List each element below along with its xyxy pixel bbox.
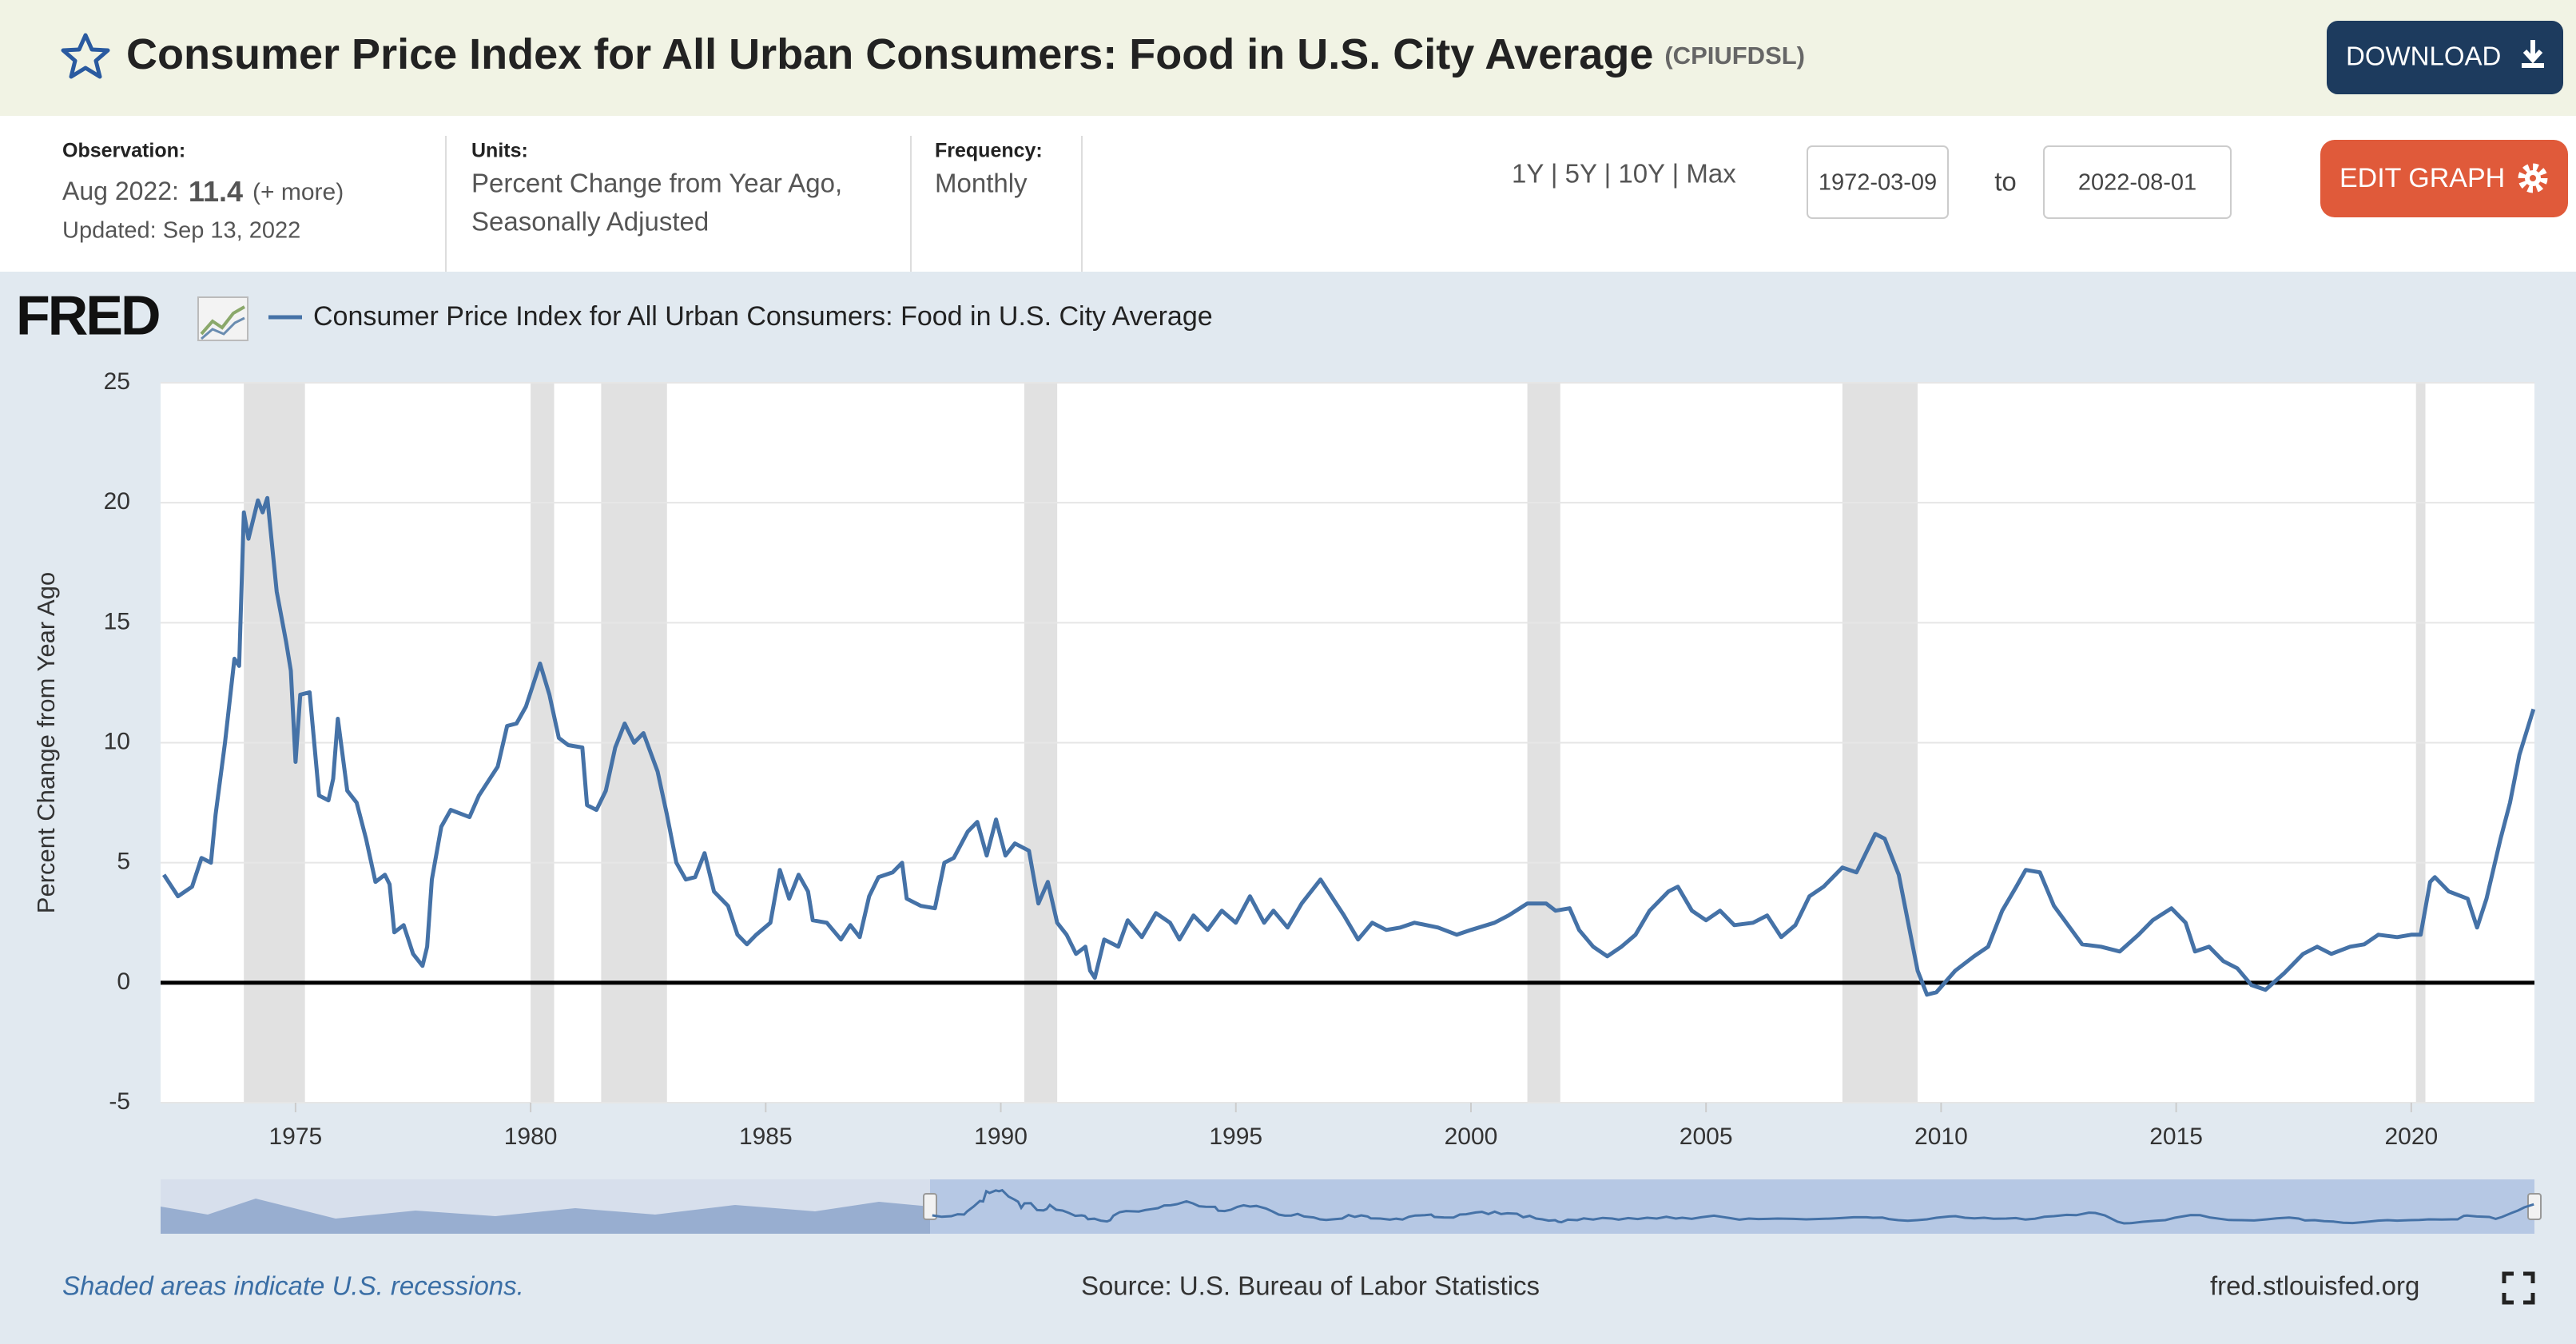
x-tick-label: 2020	[2384, 1123, 2438, 1150]
observation-value: 11.4	[189, 175, 243, 208]
fred-logo-icon	[197, 296, 248, 341]
download-icon	[2522, 40, 2544, 68]
y-tick-label: -5	[109, 1088, 130, 1115]
x-tick-label: 2000	[1445, 1123, 1498, 1150]
x-tick-label: 1990	[974, 1123, 1028, 1150]
download-label: DOWNLOAD	[2346, 42, 2501, 71]
updated: Updated: Sep 13, 2022	[62, 218, 300, 244]
start-date-input[interactable]	[1807, 145, 1949, 219]
fred-logo: FRED	[16, 284, 159, 346]
x-tick-label: 2015	[2149, 1123, 2203, 1150]
edit-graph-bg	[2320, 140, 2568, 217]
x-tick-label: 1975	[269, 1123, 323, 1150]
legend-label: Consumer Price Index for All Urban Consu…	[313, 301, 1213, 332]
y-tick-label: 25	[104, 368, 130, 395]
y-tick-label: 5	[117, 849, 130, 875]
units-label: Units:	[471, 140, 528, 162]
range-to: to	[1994, 167, 2017, 197]
frequency: Monthly	[935, 169, 1028, 198]
observation-label: Observation:	[62, 140, 185, 162]
navigator-history	[161, 1199, 930, 1234]
observation-date: Aug 2022:	[62, 177, 179, 205]
series-line	[162, 495, 2536, 997]
x-tick-label: 2005	[1680, 1123, 1733, 1150]
y-tick-label: 20	[104, 488, 130, 515]
end-date: 2022-08-01	[2078, 170, 2196, 196]
fullscreen-icon[interactable]	[2502, 1271, 2535, 1305]
series-id: (CPIUFDSL)	[1664, 42, 1805, 70]
recession-note: Shaded areas indicate U.S. recessions.	[62, 1271, 524, 1301]
x-tick-label: 2010	[1914, 1123, 1968, 1150]
source: Source: U.S. Bureau of Labor Statistics	[1081, 1271, 1540, 1301]
site-link[interactable]: fred.stlouisfed.org	[2210, 1271, 2419, 1301]
navigator-handle[interactable]	[923, 1193, 937, 1220]
x-tick-label: 1980	[504, 1123, 558, 1150]
y-axis-title: Percent Change from Year Ago	[32, 572, 60, 913]
gear-icon	[2530, 175, 2536, 181]
observation-more[interactable]: (+ more)	[252, 179, 344, 205]
y-tick-label: 10	[104, 728, 130, 754]
edit-graph-label: EDIT GRAPH	[2339, 163, 2505, 193]
navigator[interactable]	[161, 1179, 2542, 1234]
x-tick-label: 1985	[739, 1123, 793, 1150]
download-button[interactable]: DOWNLOAD	[2327, 21, 2563, 94]
units-line: Percent Change from Year Ago,	[471, 169, 842, 198]
units-line: Seasonally Adjusted	[471, 207, 709, 237]
observation: Aug 2022: 11.4 (+ more)	[62, 175, 344, 208]
title: Consumer Price Index for All Urban Consu…	[126, 30, 1805, 78]
title-text: Consumer Price Index for All Urban Consu…	[126, 30, 1653, 78]
logo-icon-line	[201, 316, 245, 340]
y-tick-label: 0	[117, 968, 130, 995]
navigator-line	[932, 1188, 2534, 1225]
frequency-label: Frequency:	[935, 140, 1043, 162]
end-date-input[interactable]	[2043, 145, 2232, 219]
edit-graph-button[interactable]: EDIT GRAPH	[2320, 140, 2568, 217]
start-date: 1972-03-09	[1819, 170, 1937, 196]
logo-icon-line	[200, 305, 245, 336]
plot: -5 0 5 10 15 20 25 1975 1980 1985 1990 1995 2000 2005…	[32, 368, 2536, 1150]
y-tick-label: 15	[104, 608, 130, 634]
favorite-star[interactable]	[61, 33, 110, 79]
x-tick-label: 1995	[1209, 1123, 1262, 1150]
gear-icon	[2518, 163, 2548, 193]
range-links[interactable]: 1Y | 5Y | 10Y | Max	[1512, 159, 1736, 189]
navigator-selection	[930, 1179, 2534, 1234]
header-bar	[0, 0, 2576, 116]
download-bg	[2327, 21, 2563, 94]
